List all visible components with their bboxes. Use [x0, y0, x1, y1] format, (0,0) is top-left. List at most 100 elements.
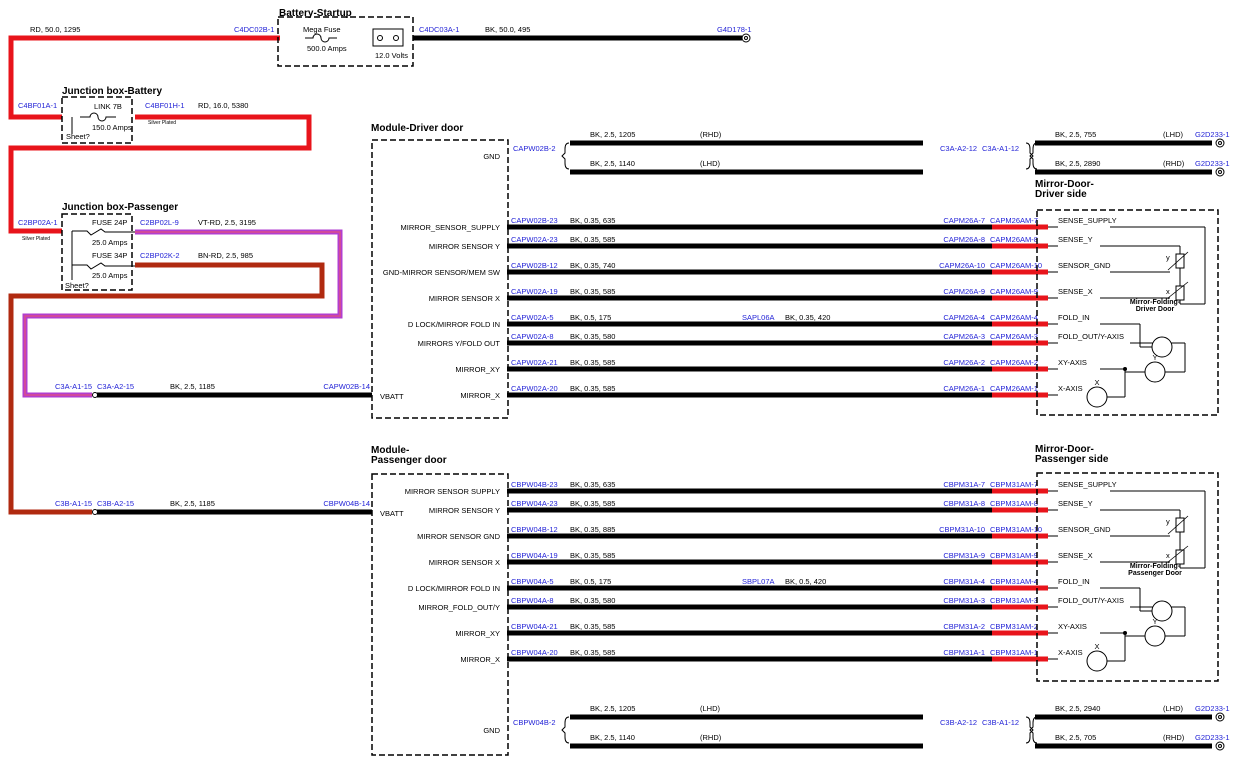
variant: (RHD) [1163, 159, 1185, 168]
mirror-pin: FOLD_OUT/Y-AXIS [1058, 332, 1124, 341]
connector: CAPW02B-12 [511, 261, 558, 270]
wire-label: BK, 0.35, 580 [570, 596, 615, 605]
brace [1029, 142, 1038, 170]
motor-label: Y [1152, 617, 1157, 626]
module-box [371, 139, 509, 419]
ground [1218, 170, 1222, 174]
sensor-label: x [1166, 551, 1170, 560]
pin-name: MIRROR SENSOR X [429, 294, 500, 303]
wire-label: RD, 16.0, 5380 [198, 101, 248, 110]
connector: CBPW04B-14 [323, 499, 370, 508]
feed-wires [8, 35, 742, 515]
fold-title: Mirror-Folding- [1130, 299, 1181, 306]
connector: CAPM26AM-9 [990, 287, 1038, 296]
box-title: Junction box-Passenger [62, 202, 178, 213]
wire-label: VT-RD, 2.5, 3195 [198, 218, 256, 227]
connector: CBPM31A-10 [939, 525, 985, 534]
terminal [393, 35, 399, 41]
wire-label: BK, 0.5, 420 [785, 577, 826, 586]
wire-label: BK, 0.35, 635 [570, 480, 615, 489]
fold-motor [1151, 336, 1173, 358]
fold-motor [1151, 600, 1173, 622]
connector: CBPM31AM-4 [990, 577, 1038, 586]
variant: (LHD) [700, 704, 721, 713]
sensor [1175, 549, 1185, 565]
mirror-pin: FOLD_IN [1058, 313, 1090, 322]
connector: CAPW02A-23 [511, 235, 558, 244]
connector: CAPM26AM-8 [990, 235, 1038, 244]
connector: CBPM31AM-1 [990, 648, 1038, 657]
motor [1144, 361, 1166, 383]
fuse-label: Mega Fuse [303, 25, 341, 34]
connector: C3B-A1-15 [55, 499, 92, 508]
wire-label: BK, 0.35, 740 [570, 261, 615, 270]
wire-label: BK, 2.5, 1205 [590, 130, 635, 139]
splice: SBPL07A [742, 577, 775, 586]
wire-label: BK, 2.5, 1140 [590, 733, 635, 742]
pin-name: MIRROR_SENSOR_SUPPLY [401, 223, 500, 232]
sensor [1175, 517, 1185, 533]
terminal [377, 35, 383, 41]
ground [1218, 744, 1222, 748]
connector: CAPW02B-14 [323, 382, 370, 391]
connector: CAPM26A-8 [943, 235, 985, 244]
variant: (LHD) [1163, 704, 1184, 713]
connector: CBPM31A-4 [943, 577, 985, 586]
sensor-wiper [1167, 515, 1189, 535]
connector: CBPM31A-2 [943, 622, 985, 631]
wire-label: RD, 50.0, 1295 [30, 25, 80, 34]
wire-label: BK, 0.35, 585 [570, 499, 615, 508]
connector: CBPM31A-3 [943, 596, 985, 605]
fuse-symbols [71, 28, 751, 515]
fold-title: Mirror-Folding- [1130, 563, 1181, 570]
battery-startup-box [277, 16, 414, 67]
connector: CAPM26AM-4 [990, 313, 1038, 322]
sheet-ref: Sheet? [65, 281, 89, 290]
pin-name: MIRROR SENSOR Y [429, 242, 500, 251]
mirror-box [1036, 209, 1219, 416]
sensor-wiper [1167, 251, 1189, 271]
fuse [72, 228, 135, 236]
connector: CAPW02A-19 [511, 287, 558, 296]
pin-name: GND [483, 726, 500, 735]
pin-name: MIRROR_FOLD_OUT/Y [418, 603, 500, 612]
sheet-ref: Sheet? [66, 132, 90, 141]
connector: CBPM31A-8 [943, 499, 985, 508]
variant: (RHD) [700, 733, 722, 742]
inline-connector [92, 392, 98, 398]
ground-connector: G2D233-1 [1195, 733, 1230, 742]
mirror-pin: SENSE_SUPPLY [1058, 480, 1117, 489]
connector: C3B-A1-12 [982, 718, 1019, 727]
motor-label: X [1094, 642, 1099, 651]
variant: (LHD) [700, 159, 721, 168]
mirror-pin: SENSOR_GND [1058, 261, 1111, 270]
wire-label: BK, 0.35, 585 [570, 551, 615, 560]
connector: CAPM26AM-1 [990, 384, 1038, 393]
wire-label: BK, 2.5, 2940 [1055, 704, 1100, 713]
battery [372, 28, 404, 47]
connector: C4DC02B-1 [234, 25, 274, 34]
wire-label: BK, 0.35, 585 [570, 235, 615, 244]
mirror-pin: SENSOR_GND [1058, 525, 1111, 534]
wire-label: BK, 0.35, 585 [570, 622, 615, 631]
wire-label: BK, 0.35, 585 [570, 384, 615, 393]
connector: CAPM26A-3 [943, 332, 985, 341]
pin-name: MIRROR SENSOR Y [429, 506, 500, 515]
connector: CBPW04B-23 [511, 480, 558, 489]
ground [744, 36, 748, 40]
mirror-pin: XY-AXIS [1058, 622, 1087, 631]
connector: CAPW02A-21 [511, 358, 558, 367]
connector: CBPM31AM-7 [990, 480, 1038, 489]
connector: CBPM31A-9 [943, 551, 985, 560]
ground-connector: G4D178-1 [717, 25, 752, 34]
connector: CBPW04A-19 [511, 551, 558, 560]
pin-name: VBATT [380, 392, 404, 401]
connector: CBPM31AM-8 [990, 499, 1038, 508]
module-box [371, 473, 509, 756]
module-title: Module- [371, 445, 409, 456]
wire-label: BK, 0.35, 585 [570, 287, 615, 296]
junction-battery-box [61, 96, 133, 144]
pin-name: MIRROR SENSOR GND [417, 532, 501, 541]
ground-connector: G2D233-1 [1195, 159, 1230, 168]
